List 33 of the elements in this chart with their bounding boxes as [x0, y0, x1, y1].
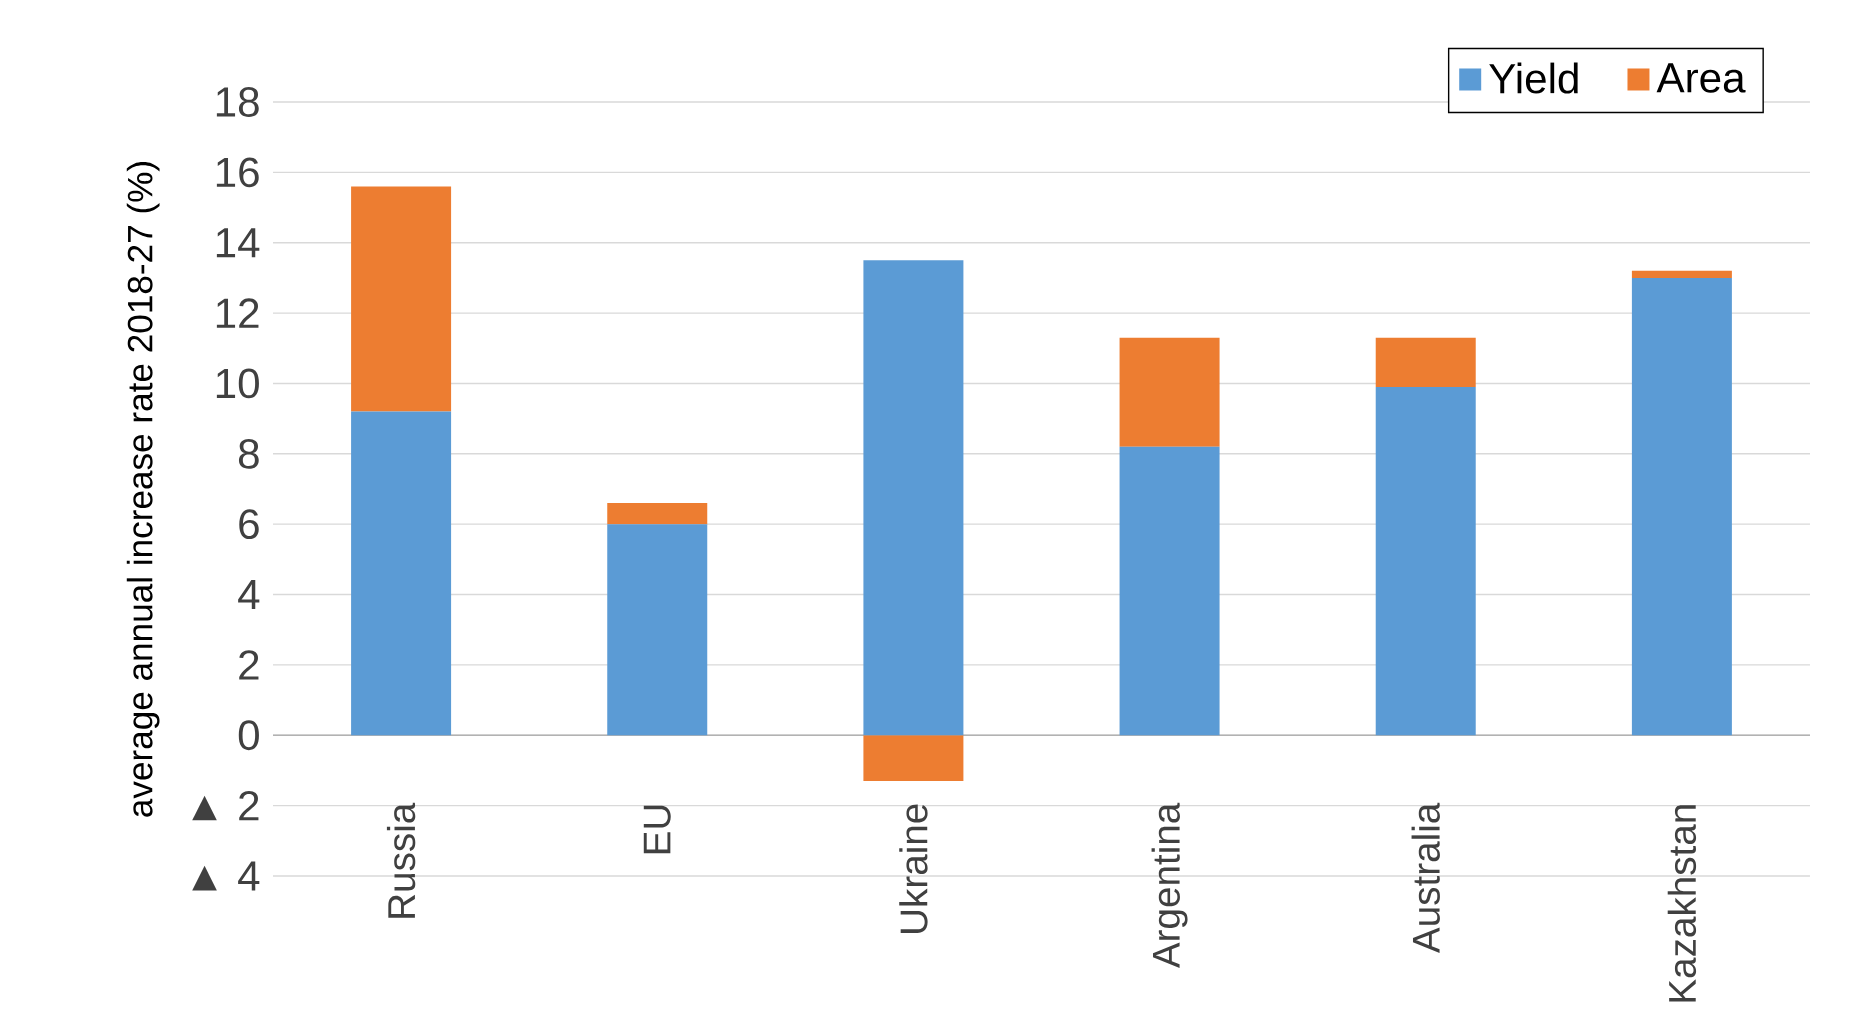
y-tick-label: ▲ 2 — [192, 790, 259, 821]
y-tick-label: 16 — [216, 157, 259, 188]
y-tick-label: 0 — [238, 720, 259, 750]
x-tick-label: Kazakhstan — [1667, 805, 1697, 1002]
y-tick-label: 10 — [216, 368, 259, 399]
x-tick-label: Australia — [1411, 802, 1440, 953]
bar — [863, 735, 964, 781]
y-tick-label: 6 — [239, 509, 259, 539]
y-tick-label: 18 — [216, 86, 259, 117]
bar — [607, 502, 708, 524]
bar — [863, 260, 964, 736]
bar — [1631, 277, 1732, 736]
legend-label: Area — [1656, 63, 1746, 93]
y-axis-title: average annual increase rate 2018-27 (%) — [126, 161, 160, 817]
y-tick-label: ▲ 4 — [192, 861, 260, 891]
bar — [1119, 337, 1220, 447]
bar — [1119, 446, 1220, 736]
y-tick-label: 12 — [216, 298, 259, 328]
x-tick-label: Russia — [386, 802, 416, 918]
bar — [607, 523, 708, 736]
bar — [1375, 337, 1476, 387]
y-tick-label: 8 — [238, 438, 259, 469]
y-tick-label: 14 — [216, 228, 260, 258]
y-tick-label: 4 — [238, 579, 260, 609]
legend-label: Yield — [1489, 62, 1578, 94]
y-tick-label: 2 — [239, 649, 259, 680]
x-tick-label: EU — [643, 805, 671, 853]
bar — [351, 186, 452, 412]
bar — [1631, 270, 1732, 278]
x-tick-label: Ukraine — [899, 804, 928, 933]
bar — [1375, 386, 1476, 736]
x-tick-label: Argentina — [1151, 802, 1188, 968]
bar — [351, 411, 452, 736]
